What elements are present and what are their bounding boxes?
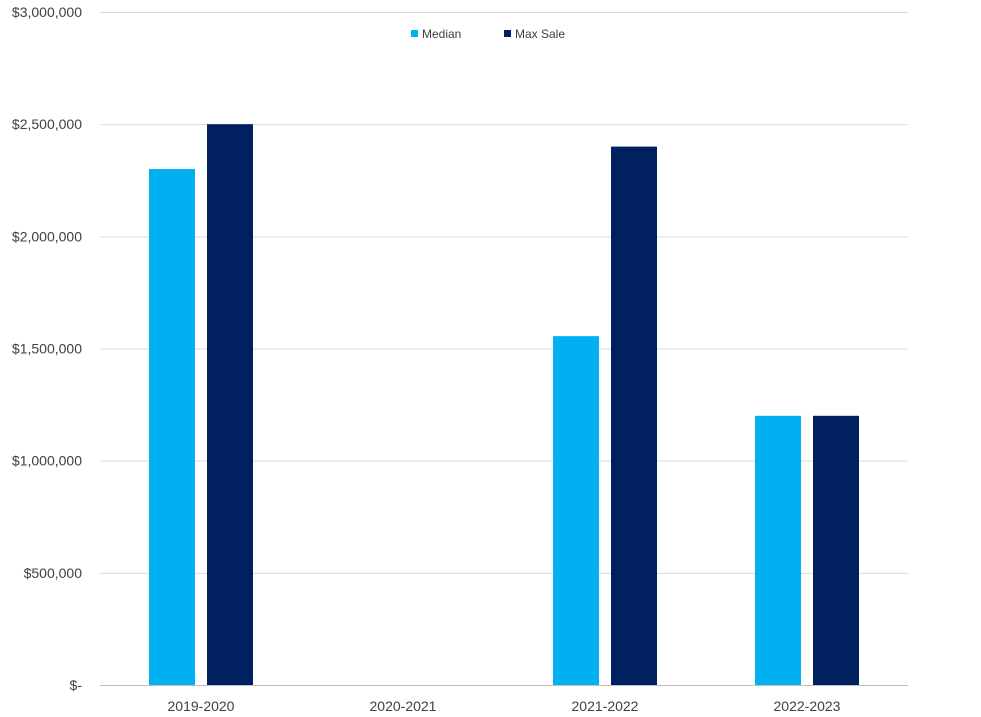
x-tick-label: 2019-2020 bbox=[168, 698, 235, 714]
y-tick-label: $500,000 bbox=[24, 565, 83, 581]
y-axis-tick-labels: $- $500,000 $1,000,000 $1,500,000 $2,000,000… bbox=[12, 4, 82, 693]
y-tick-label: $2,000,000 bbox=[12, 228, 82, 244]
y-tick-label: $1,000,000 bbox=[12, 453, 82, 469]
legend: Median Max Sale bbox=[411, 27, 565, 41]
y-tick-label: $1,500,000 bbox=[12, 341, 82, 357]
legend-swatch-max-sale bbox=[504, 30, 511, 37]
x-tick-label: 2021-2022 bbox=[572, 698, 639, 714]
bar-median-2022-2023 bbox=[755, 415, 801, 685]
bar-median-2021-2022 bbox=[553, 336, 599, 685]
y-tick-label: $3,000,000 bbox=[12, 4, 82, 20]
legend-label: Max Sale bbox=[515, 27, 565, 41]
x-axis-tick-labels: 2019-2020 2020-2021 2021-2022 2022-2023 bbox=[168, 698, 841, 714]
bar-max-sale-2022-2023 bbox=[813, 415, 859, 685]
legend-label: Median bbox=[422, 27, 461, 41]
bar-max-sale-2021-2022 bbox=[611, 146, 657, 686]
x-tick-label: 2020-2021 bbox=[370, 698, 437, 714]
y-tick-label: $- bbox=[70, 677, 83, 693]
bar-median-2019-2020 bbox=[149, 169, 195, 686]
legend-swatch-median bbox=[411, 30, 418, 37]
y-tick-label: $2,500,000 bbox=[12, 116, 82, 132]
bars bbox=[149, 124, 859, 686]
bar-max-sale-2019-2020 bbox=[207, 124, 253, 685]
x-tick-label: 2022-2023 bbox=[774, 698, 841, 714]
